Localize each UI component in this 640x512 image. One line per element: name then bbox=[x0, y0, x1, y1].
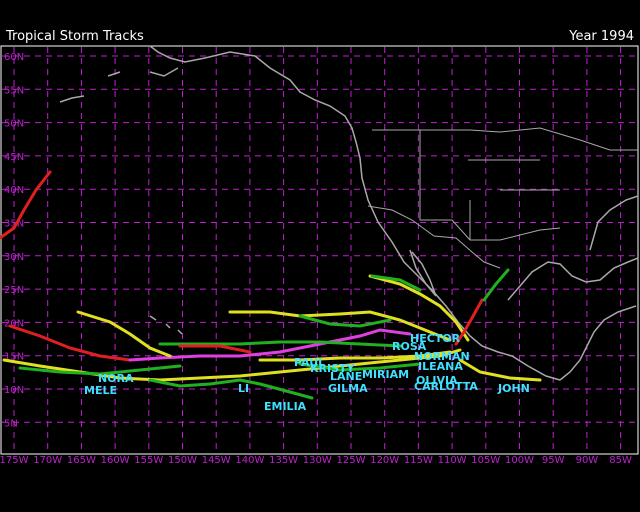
storm-label: LANE bbox=[330, 370, 362, 383]
longitude-label: 170W bbox=[33, 455, 62, 466]
storm-label: NORA bbox=[98, 372, 134, 385]
storm-label: GILMA bbox=[328, 382, 368, 395]
storm-label: ILEANA bbox=[418, 360, 463, 373]
longitude-label: 155W bbox=[134, 455, 163, 466]
longitude-label: 90W bbox=[576, 455, 599, 466]
title: Tropical Storm Tracks bbox=[5, 29, 144, 44]
longitude-label: 165W bbox=[67, 455, 96, 466]
longitude-label: 135W bbox=[269, 455, 298, 466]
longitude-label: 95W bbox=[542, 455, 565, 466]
longitude-label: 160W bbox=[101, 455, 130, 466]
storm-label: MELE bbox=[84, 384, 117, 397]
latitude-label: 60N bbox=[4, 52, 24, 63]
storm-label: PAUL bbox=[294, 356, 325, 369]
storm-label: ROSA bbox=[392, 340, 427, 353]
longitude-label: 85W bbox=[609, 455, 632, 466]
longitude-label: 115W bbox=[404, 455, 433, 466]
storm-label: NORMAN bbox=[414, 350, 470, 363]
longitude-label: 105W bbox=[471, 455, 500, 466]
storm-label: JOHN bbox=[497, 382, 530, 395]
longitude-label: 130W bbox=[303, 455, 332, 466]
map-frame bbox=[0, 45, 639, 455]
storm-label: LI bbox=[238, 382, 249, 395]
longitude-label: 175W bbox=[0, 455, 29, 466]
longitude-label: 125W bbox=[337, 455, 366, 466]
storm-label: EMILIA bbox=[264, 400, 307, 413]
latitude-label: 5N bbox=[4, 418, 18, 429]
storm-label: OLIVIA bbox=[416, 374, 458, 387]
longitude-label: 120W bbox=[370, 455, 399, 466]
longitude-label: 110W bbox=[438, 455, 467, 466]
storm-label: CARLOTTA bbox=[414, 380, 478, 393]
longitude-label: 100W bbox=[505, 455, 534, 466]
year: Year 1994 bbox=[568, 29, 634, 44]
longitude-label: 150W bbox=[168, 455, 197, 466]
storm-label: KRISTY bbox=[310, 362, 356, 375]
latitude-label: 55N bbox=[4, 85, 24, 96]
storm-label: HECTOR bbox=[410, 332, 461, 345]
longitude-label: 140W bbox=[235, 455, 264, 466]
longitude-label: 145W bbox=[202, 455, 231, 466]
storm-label: MIRIAM bbox=[362, 368, 409, 381]
storm-tracks bbox=[0, 170, 542, 400]
coastlines bbox=[59, 45, 639, 381]
